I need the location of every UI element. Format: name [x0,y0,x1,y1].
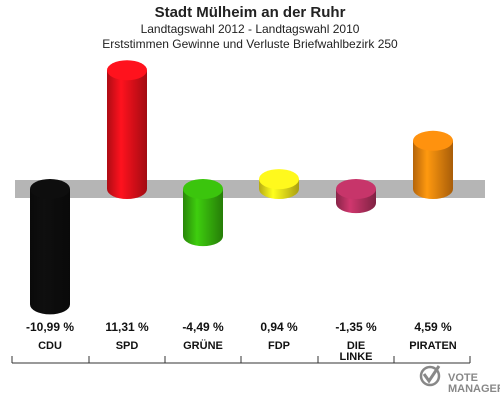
chart-subtitle: Landtagswahl 2012 - Landtagswahl 2010 [140,22,360,36]
bar-spd [107,60,147,200]
category-label: SPD [116,340,139,352]
bar-body [107,70,147,200]
chart-subtitle-2: Erststimmen Gewinne und Verluste Briefwa… [102,37,398,51]
value-label: -10,99 % [26,320,74,334]
category-label: CDU [38,340,62,352]
bar-body [413,140,453,199]
bar-piraten [413,130,453,199]
value-label: -4,49 % [182,320,224,334]
chart-title: Stadt Mülheim an der Ruhr [154,4,346,21]
value-label: 4,59 % [414,320,452,334]
category-label: FDP [268,340,290,352]
bar-grüne [183,179,223,247]
bar-cap [107,60,147,81]
logo-text: VOTE MANAGER [448,372,500,395]
bar-die-linke [336,179,376,214]
bar-body [30,189,70,315]
value-label: -1,35 % [335,320,377,334]
category-label: DIE LINKE [340,340,373,363]
bar-cap [30,179,70,199]
vote-manager-logo: VOTE MANAGER [419,365,500,395]
value-label: 11,31 % [105,320,149,334]
value-label: 0,94 % [260,320,298,334]
bar-cap [413,130,453,151]
bar-cap [336,179,376,199]
category-label: GRÜNE [183,339,223,352]
bar-cap [259,169,299,190]
bar-fdp [259,169,299,199]
bar-cap [183,179,223,199]
bar-cdu [30,179,70,315]
bar-body [183,189,223,247]
category-label: PIRATEN [409,340,457,352]
